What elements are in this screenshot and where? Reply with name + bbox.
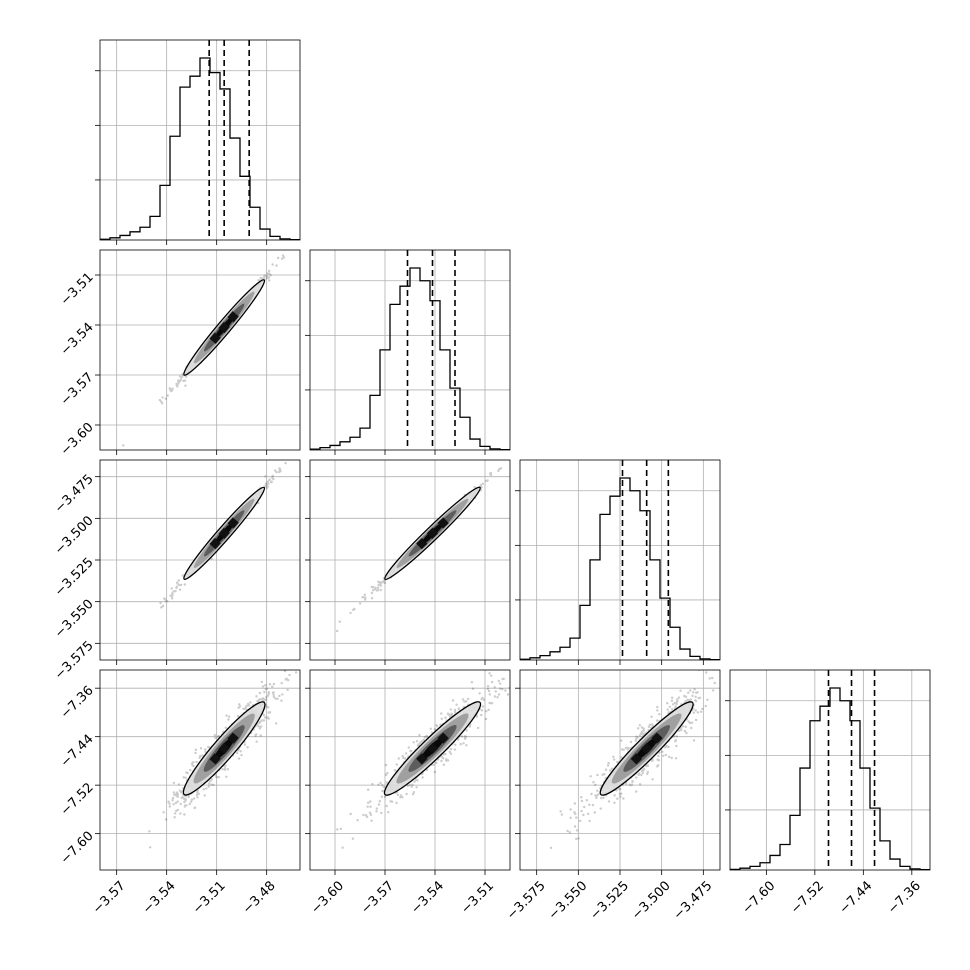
density-core [437,732,449,744]
y-tick-label: −3.51 [58,270,97,309]
panel-frame [309,669,511,871]
panel-content [310,460,510,660]
y-tick-label: −3.54 [58,320,97,359]
density-core [209,332,221,344]
panel-content [310,670,510,870]
panel-content [520,460,720,660]
hist-panel-1 [305,249,511,455]
x-tick-label: −7.36 [885,878,924,917]
y-tick-label: −3.57 [58,370,97,409]
panel-content [100,250,300,450]
hist-panel-0 [95,39,301,245]
x-tick-label: −3.51 [458,878,497,917]
histogram-step-line [520,477,720,660]
panel-content [310,250,510,450]
y-tick-label: −7.36 [58,683,97,722]
panel-frame [99,249,301,451]
panel-content [100,460,300,660]
x-tick-label: −7.60 [740,878,779,917]
y-tick-label: −7.60 [58,829,97,868]
x-tick-label: −3.575 [504,878,549,923]
hist-panel-2 [515,459,721,665]
panel-content [100,40,300,240]
density-core [218,321,230,334]
x-tick-label: −3.500 [629,878,674,923]
y-tick-label: −3.550 [52,597,97,642]
x-tick-label: −3.54 [140,878,179,917]
density-core [209,753,221,765]
y-tick-label: −7.52 [58,780,97,819]
x-tick-label: −3.57 [90,878,129,917]
histogram-step-line [730,687,930,870]
panel-frame [99,39,301,241]
panel-frame [99,669,301,871]
x-tick-label: −3.60 [308,878,347,917]
density-core [416,753,428,765]
panel-frame [729,669,931,871]
y-tick-label: −3.500 [52,513,97,558]
x-tick-label: −3.475 [671,878,716,923]
histogram-step-line [310,267,510,450]
hist-panel-3: −7.60 −7.52 −7.44 −7.36 [725,669,931,917]
panel-content [100,670,300,870]
y-tick-label: −3.525 [52,555,97,600]
density-core [426,742,439,755]
y-tick-label: −3.475 [52,472,97,517]
x-tick-label: −3.48 [240,878,279,917]
density-core [641,742,653,755]
x-tick-label: −3.550 [546,878,591,923]
scatter-panel-3-2: −3.575−3.550−3.525−3.500−3.475 [504,669,721,923]
density-core [227,311,239,323]
scatter-panel-3-0: −7.60 −7.52 −7.44 −7.36 −3.57 −3.54 −3.51 −3.48 [58,669,301,917]
scatter-panel-3-1: −3.60 −3.57 −3.54 −3.51 [305,669,511,917]
density-core [218,527,230,539]
density-core [651,732,663,744]
x-tick-label: −7.44 [837,878,876,917]
y-tick-label: −3.60 [58,420,97,459]
y-tick-label: −3.575 [52,638,97,683]
density-core [227,732,239,744]
x-tick-label: −3.57 [358,878,397,917]
x-tick-label: −3.525 [587,878,632,923]
x-tick-label: −3.54 [408,878,447,917]
density-core [437,517,449,529]
density-core [630,753,643,765]
density-core [209,538,221,550]
scatter-panel-1-0: −3.60 −3.57 −3.54 −3.51 [58,249,301,459]
panel-content [730,670,930,870]
panel-content [520,670,720,870]
panel-frame [309,249,511,451]
x-tick-label: −3.51 [190,878,229,917]
scatter-panel-2-1 [305,459,511,665]
density-core [218,742,230,755]
density-core [227,517,239,529]
scatter-panel-2-0: −3.575−3.550−3.525−3.500−3.475 [52,459,301,683]
density-core [426,527,439,539]
density-core [416,537,428,550]
y-tick-label: −7.44 [58,732,97,771]
histogram-step-line [100,57,300,240]
x-tick-label: −7.52 [788,878,827,917]
